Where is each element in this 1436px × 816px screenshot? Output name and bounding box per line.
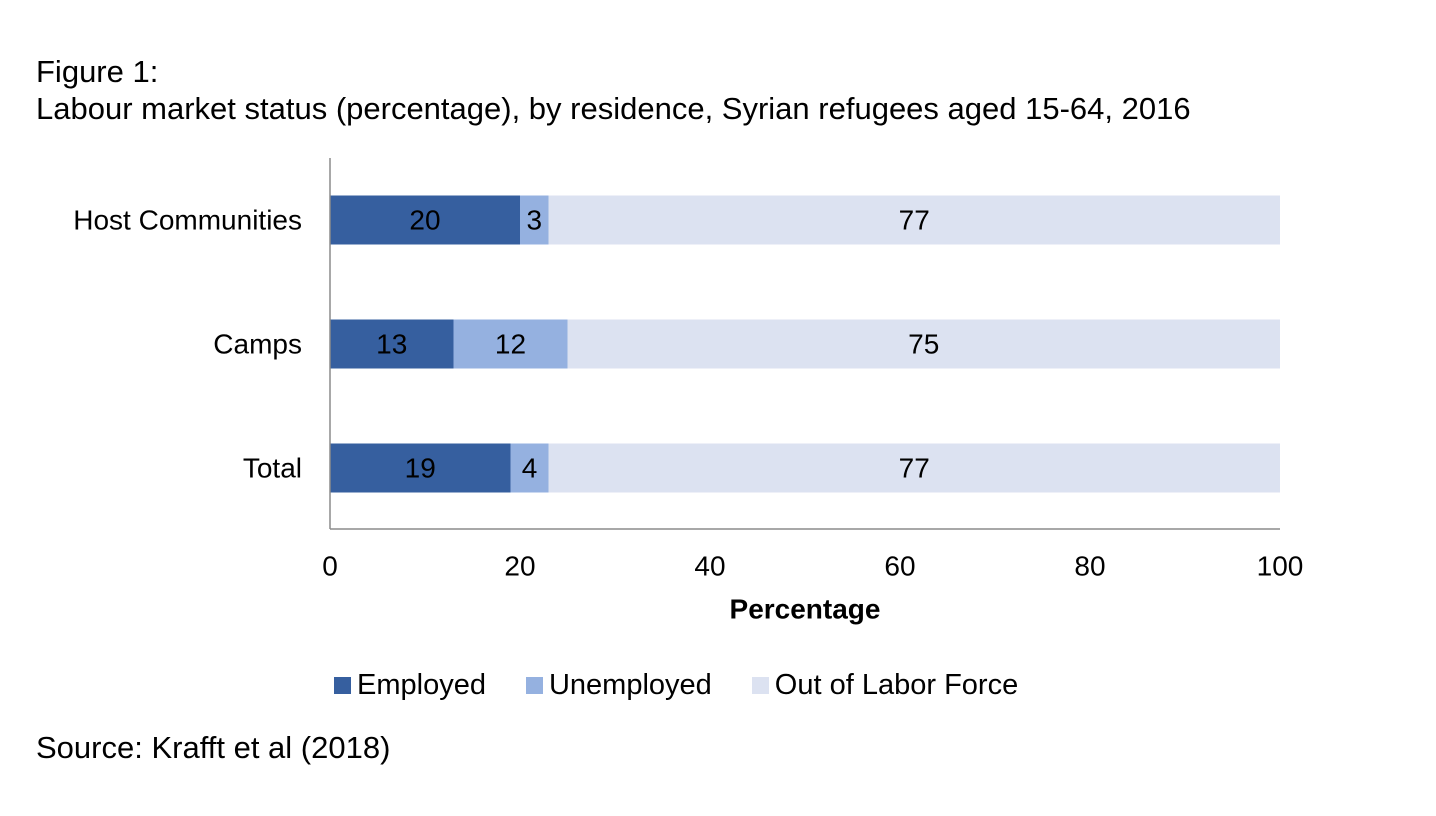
category-label-host-communities: Host Communities [73, 205, 302, 236]
bar-total-unemployed [510, 443, 549, 493]
legend-swatch-out-of-labor-force [751, 676, 769, 694]
bars-layer [330, 195, 1280, 493]
x-tick-label-0: 0 [322, 551, 338, 582]
data-label-host-communities-employed: 20 [409, 205, 440, 236]
x-tick-label-80: 80 [1074, 551, 1105, 582]
data-label-camps-out-of-labor-force: 75 [908, 329, 939, 360]
data-label-total-unemployed: 4 [522, 453, 538, 484]
data-label-host-communities-out-of-labor-force: 77 [899, 205, 930, 236]
x-axis-title: Percentage [730, 594, 881, 625]
bar-camps-employed [330, 319, 454, 369]
data-label-total-out-of-labor-force: 77 [899, 453, 930, 484]
bar-total-employed [330, 443, 511, 493]
data-labels-layer: 20 3 77 13 12 75 19 4 77 [376, 205, 939, 484]
legend-label-employed: Employed [357, 669, 486, 701]
figure-label: Figure 1: [36, 54, 159, 89]
bar-total-out-of-labor-force [548, 443, 1280, 493]
chart-source-note: Source: Krafft et al (2018) [36, 730, 391, 765]
x-tick-label-20: 20 [504, 551, 535, 582]
data-label-host-communities-unemployed: 3 [526, 205, 542, 236]
category-label-camps: Camps [213, 329, 302, 360]
legend-label-out-of-labor-force: Out of Labor Force [774, 669, 1019, 701]
data-label-camps-employed: 13 [376, 329, 407, 360]
bar-host-communities-unemployed [520, 195, 549, 245]
category-label-total: Total [243, 453, 302, 484]
bar-camps-out-of-labor-force [567, 319, 1280, 369]
x-tick-label-60: 60 [884, 551, 915, 582]
legend-item-employed: Employed [334, 668, 486, 702]
bar-host-communities-out-of-labor-force [548, 195, 1280, 245]
legend-item-out-of-labor-force: Out of Labor Force [751, 668, 1019, 702]
chart-legend: Employed Unemployed Out of Labor Force [334, 668, 1058, 702]
legend-swatch-employed [334, 676, 351, 694]
legend-swatch-unemployed [525, 676, 543, 694]
bar-camps-unemployed [453, 319, 568, 369]
axes-layer: Host Communities Camps Total 0 20 40 60 80 100 Pe… [73, 158, 1303, 625]
data-label-camps-unemployed: 12 [495, 329, 526, 360]
bar-host-communities-employed [330, 195, 520, 245]
data-label-total-employed: 19 [405, 453, 436, 484]
chart-title: Labour market status (percentage), by re… [36, 91, 1191, 126]
legend-item-unemployed: Unemployed [525, 668, 712, 702]
legend-label-unemployed: Unemployed [548, 669, 712, 701]
x-tick-label-100: 100 [1257, 551, 1304, 582]
x-tick-label-40: 40 [694, 551, 725, 582]
